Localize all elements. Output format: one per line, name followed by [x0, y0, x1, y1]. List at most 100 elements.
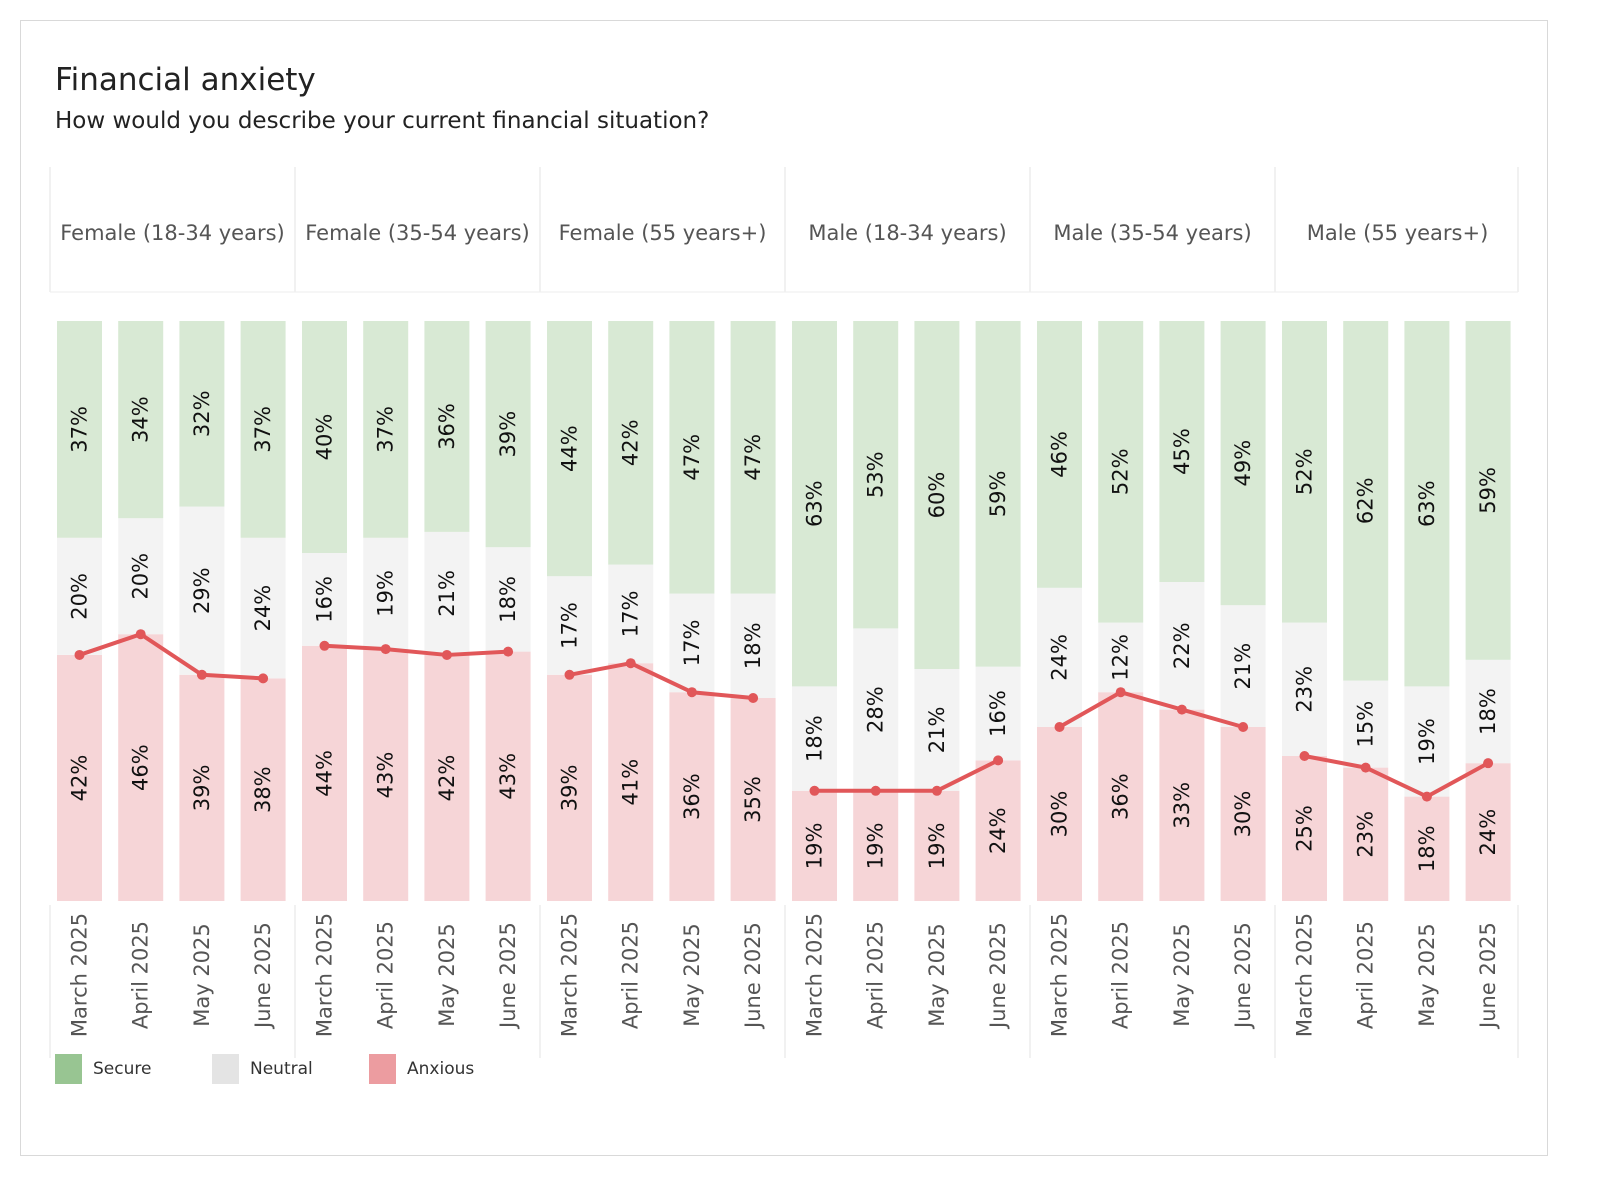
data-label-secure: 52%	[1293, 448, 1317, 495]
data-label-neutral: 19%	[374, 570, 398, 617]
bar-segment-anxious	[1098, 692, 1144, 901]
data-label-neutral: 21%	[925, 707, 949, 754]
bar-segment-secure	[57, 321, 102, 538]
bar-segment-secure	[1282, 321, 1327, 623]
anxious-trend-point	[993, 755, 1004, 766]
bar-segment-secure	[302, 321, 347, 553]
bar-segment-secure	[1098, 321, 1144, 623]
data-label-secure: 37%	[251, 406, 275, 453]
data-label-anxious: 30%	[1048, 791, 1072, 838]
data-label-neutral: 17%	[680, 620, 704, 667]
bar-segment-anxious	[179, 674, 225, 901]
bar-segment-neutral	[1404, 686, 1450, 797]
bar-segment-secure	[669, 321, 715, 594]
panel-header-label: Female (55 years+)	[559, 221, 767, 245]
x-tick-label: May 2025	[1415, 923, 1439, 1027]
bar-segment-neutral	[853, 628, 899, 791]
anxious-trend-point	[135, 629, 146, 640]
data-label-anxious: 43%	[496, 753, 520, 800]
bar-segment-secure	[1159, 321, 1205, 582]
x-tick-label: March 2025	[1293, 913, 1317, 1037]
data-label-secure: 59%	[986, 470, 1010, 517]
x-tick-label: April 2025	[619, 921, 643, 1029]
x-tick-label: March 2025	[313, 913, 337, 1037]
chart-title: Financial anxiety	[55, 62, 316, 98]
bar-segment-neutral	[914, 669, 960, 791]
bar-segment-neutral	[302, 553, 347, 646]
bar-segment-secure	[1404, 321, 1450, 687]
data-label-secure: 36%	[435, 403, 459, 450]
x-tick-label: March 2025	[803, 913, 827, 1037]
data-label-anxious: 19%	[864, 823, 888, 870]
bar-segment-neutral	[730, 593, 776, 698]
bar-segment-anxious	[1343, 767, 1389, 901]
bar-segment-neutral	[179, 506, 225, 675]
data-label-anxious: 19%	[803, 823, 827, 870]
bar-segment-secure	[792, 321, 837, 687]
bar-segment-secure	[730, 321, 776, 594]
bar-segment-anxious	[1220, 727, 1266, 901]
x-tick-label: June 2025	[741, 922, 765, 1030]
x-tick-label: April 2025	[374, 921, 398, 1029]
anxious-trend-point	[1360, 762, 1371, 773]
data-label-anxious: 36%	[1109, 773, 1133, 820]
bar-segment-secure	[485, 321, 531, 548]
bar-segment-anxious	[608, 663, 654, 901]
data-label-neutral: 23%	[1293, 666, 1317, 713]
data-label-neutral: 18%	[803, 715, 827, 762]
data-label-anxious: 41%	[619, 759, 643, 806]
bar-segment-anxious	[1404, 796, 1450, 901]
x-tick-label: June 2025	[986, 922, 1010, 1030]
legend-swatch-secure	[55, 1054, 82, 1084]
data-label-secure: 63%	[1415, 480, 1439, 527]
data-label-anxious: 44%	[313, 750, 337, 797]
bar-segment-neutral	[975, 666, 1021, 761]
x-tick-label: March 2025	[1048, 913, 1072, 1037]
anxious-trend-point	[1421, 791, 1432, 802]
anxious-trend-point	[931, 785, 942, 796]
legend-label-anxious: Anxious	[407, 1059, 475, 1079]
data-label-neutral: 18%	[496, 576, 520, 623]
panel-header-label: Male (55 years+)	[1307, 221, 1489, 245]
data-label-anxious: 46%	[129, 744, 153, 791]
data-label-secure: 37%	[68, 406, 92, 453]
x-tick-label: May 2025	[680, 923, 704, 1027]
data-label-neutral: 17%	[558, 602, 582, 649]
data-label-neutral: 18%	[1476, 688, 1500, 735]
bar-segment-neutral	[424, 531, 470, 655]
bar-segment-anxious	[424, 654, 470, 901]
data-label-secure: 63%	[803, 480, 827, 527]
bar-segment-anxious	[1037, 727, 1082, 901]
data-label-anxious: 19%	[925, 823, 949, 870]
anxious-trend-point	[441, 649, 452, 660]
anxious-trend-point	[870, 785, 881, 796]
data-label-secure: 47%	[680, 434, 704, 481]
legend-label-neutral: Neutral	[250, 1059, 313, 1079]
data-label-neutral: 17%	[619, 591, 643, 638]
bar-segment-neutral	[547, 576, 592, 675]
x-tick-label: June 2025	[496, 922, 520, 1030]
anxious-trend-line	[324, 643, 509, 657]
anxious-trend-point	[1054, 722, 1065, 732]
chart-subtitle: How would you describe your current fina…	[55, 108, 710, 134]
data-label-secure: 59%	[1476, 467, 1500, 514]
data-label-secure: 44%	[558, 425, 582, 472]
panel-header-label: Male (18-34 years)	[808, 221, 1006, 245]
anxious-trend-point	[625, 658, 636, 669]
data-label-neutral: 19%	[1415, 718, 1439, 765]
bar-segment-neutral	[240, 537, 286, 679]
data-label-neutral: 24%	[251, 585, 275, 632]
bar-segment-secure	[424, 321, 470, 532]
data-label-anxious: 43%	[374, 752, 398, 799]
anxious-trend-line	[1304, 754, 1490, 799]
bar-segment-anxious	[547, 674, 592, 901]
bar-segment-secure	[179, 321, 225, 507]
bar-segment-secure	[853, 321, 899, 629]
bar-segment-anxious	[730, 698, 776, 901]
anxious-trend-point	[1115, 687, 1126, 698]
chart-frame	[20, 20, 1548, 1156]
anxious-trend-point	[686, 687, 697, 698]
data-label-anxious: 24%	[1476, 809, 1500, 856]
x-tick-label: March 2025	[68, 913, 92, 1037]
data-label-secure: 60%	[925, 472, 949, 519]
